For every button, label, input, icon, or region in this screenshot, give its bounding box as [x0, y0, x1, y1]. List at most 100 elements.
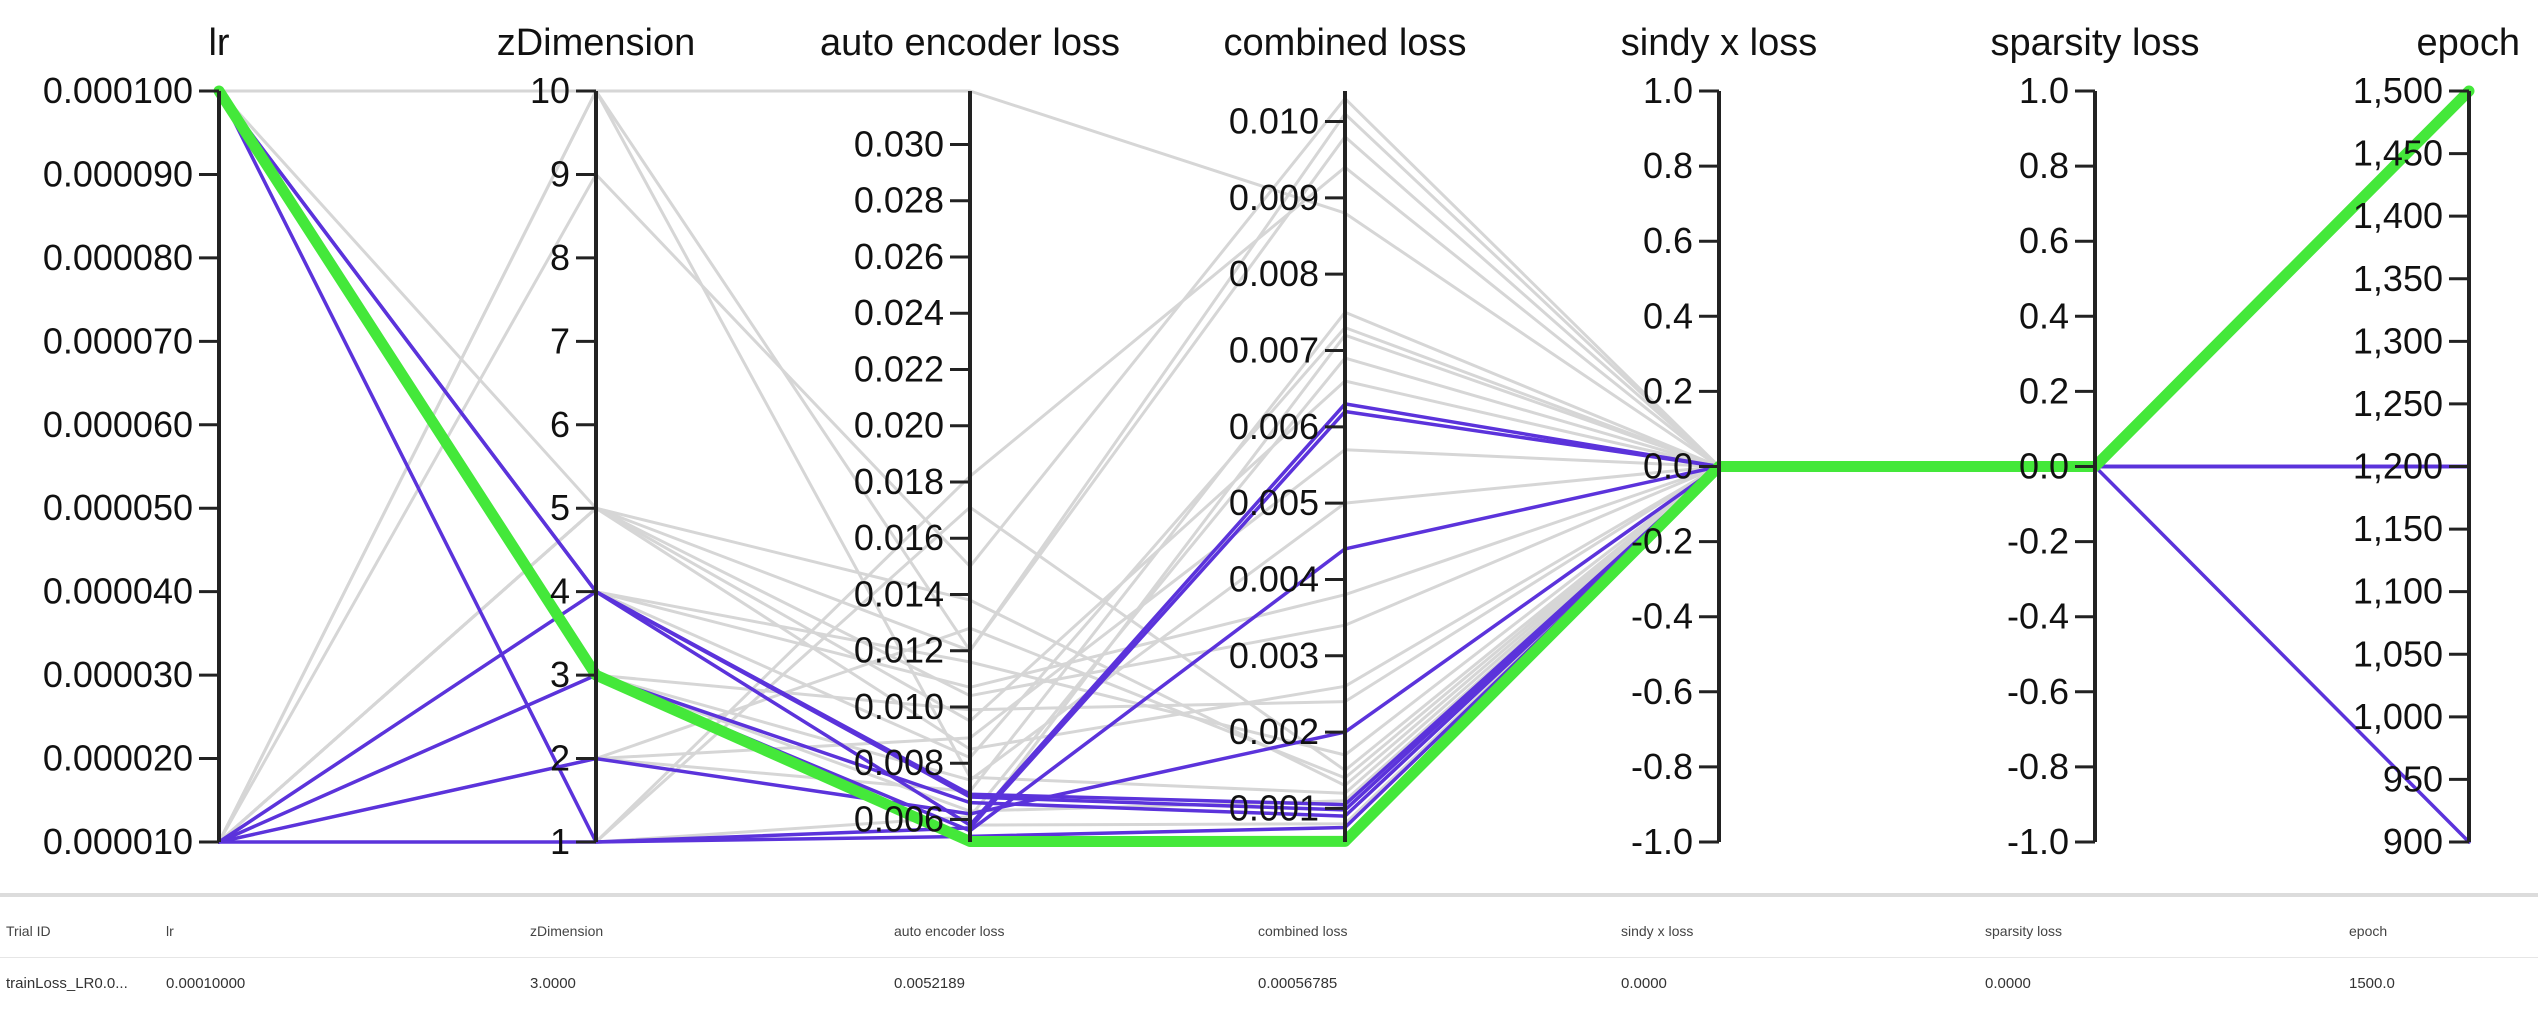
tick-label: 1,400	[2353, 195, 2443, 236]
tick-label: 0.005	[1229, 482, 1319, 523]
tick-label: 0.004	[1229, 558, 1319, 599]
cell-epoch: 1500.0	[2349, 975, 2395, 992]
tick-label: 1.0	[1643, 70, 1693, 111]
tick-label: 0.018	[854, 461, 944, 502]
tick-label: 2	[550, 738, 570, 779]
tick-label: 0.000030	[43, 654, 193, 695]
tick-label: 0.000080	[43, 237, 193, 278]
tick-label: 0.006	[1229, 406, 1319, 447]
tick-label: -0.8	[2007, 746, 2069, 787]
tick-label: 0.020	[854, 405, 944, 446]
tick-label: 0.014	[854, 573, 944, 614]
tick-label: 0.012	[854, 630, 944, 671]
table-row[interactable]: trainLoss_LR0.0... 0.00010000 3.0000 0.0…	[0, 958, 2538, 1010]
tick-label: 0.007	[1229, 329, 1319, 370]
tick-label: 1	[550, 821, 570, 862]
header-sindy-x-loss[interactable]: sindy x loss	[1621, 923, 1694, 939]
axes-group: 0.000010 0.000020 0.000030 0.000040 0.000050…	[43, 22, 2520, 862]
cell-trial-id: trainLoss_LR0.0...	[6, 975, 128, 992]
cell-combined-loss: 0.00056785	[1258, 975, 1338, 992]
axis-auto-encoder-loss[interactable]: 0.006 0.008 0.010 0.012 0.014 0.016 0.018 0.020…	[820, 22, 1120, 842]
tick-label: 0.024	[854, 292, 944, 333]
header-trial-id[interactable]: Trial ID	[6, 923, 51, 939]
tick-label: 1,000	[2353, 696, 2443, 737]
tick-label: 1,350	[2353, 258, 2443, 299]
panel-divider[interactable]	[0, 893, 2538, 897]
chart-svg: 0.000010 0.000020 0.000030 0.000040 0.000050…	[43, 22, 2520, 862]
tick-label: 1,200	[2353, 446, 2443, 487]
tick-label: 0.0	[1643, 446, 1693, 487]
tick-label: 0.8	[2019, 145, 2069, 186]
header-epoch[interactable]: epoch	[2349, 923, 2388, 939]
tick-label: 10	[530, 70, 570, 111]
tick-label: -1.0	[2007, 821, 2069, 862]
axis-title-sparsity-loss: sparsity loss	[1990, 22, 2199, 64]
axis-zdimension[interactable]: 1 2 3 4 5 6 7 8 9 10 zDimension	[497, 22, 696, 862]
header-combined-loss[interactable]: combined loss	[1258, 923, 1348, 939]
tick-label: -0.8	[1631, 746, 1693, 787]
tick-label: 1,150	[2353, 508, 2443, 549]
cell-auto-encoder-loss: 0.0052189	[894, 975, 965, 992]
tick-label: 0.026	[854, 236, 944, 277]
tick-label: 1,100	[2353, 571, 2443, 612]
axis-title-auto-encoder-loss: auto encoder loss	[820, 22, 1120, 64]
tick-label: 0.000100	[43, 70, 193, 111]
axis-combined-loss[interactable]: 0.001 0.002 0.003 0.004 0.005 0.006 0.007 0.008…	[1224, 22, 1467, 842]
tick-label: 0.000060	[43, 404, 193, 445]
tick-label: 5	[550, 487, 570, 528]
tick-label: 0.016	[854, 517, 944, 558]
tick-label: 0.000090	[43, 153, 193, 194]
tick-label: 0.6	[1643, 220, 1693, 261]
tick-label: 900	[2383, 821, 2443, 862]
header-zdimension[interactable]: zDimension	[530, 923, 604, 939]
tick-label: 8	[550, 237, 570, 278]
axis-sindy-x-loss[interactable]: -1.0 -0.8 -0.6 -0.4 -0.2 0.0 0.2 0.4 0.6 0.8 1.0 si…	[1621, 22, 1817, 862]
tick-label: 950	[2383, 758, 2443, 799]
tick-label: -0.6	[1631, 671, 1693, 712]
tick-label: 1,300	[2353, 320, 2443, 361]
axis-lr[interactable]: 0.000010 0.000020 0.000030 0.000040 0.000050…	[43, 22, 230, 862]
axis-title-zdimension: zDimension	[497, 22, 696, 64]
tick-label: 0.006	[854, 798, 944, 839]
axis-title-lr: lr	[208, 22, 229, 64]
tick-label: 9	[550, 153, 570, 194]
tick-label: 0.4	[1643, 295, 1693, 336]
axis-sparsity-loss[interactable]: -1.0 -0.8 -0.6 -0.4 -0.2 0.0 0.2 0.4 0.6 0.8 1.0 sp…	[1990, 22, 2199, 862]
tick-label: -0.6	[2007, 671, 2069, 712]
axis-title-combined-loss: combined loss	[1224, 22, 1467, 64]
tick-label: 6	[550, 404, 570, 445]
axis-epoch[interactable]: 900 950 1,000 1,050 1,100 1,150 1,200 1,250 1,30…	[2353, 22, 2520, 862]
axis-title-epoch: epoch	[2416, 22, 2520, 64]
tick-label: 1,050	[2353, 633, 2443, 674]
tick-label: 0.010	[854, 686, 944, 727]
parallel-coordinates-chart[interactable]: 0.000010 0.000020 0.000030 0.000040 0.000050…	[0, 0, 2538, 890]
tick-label: 0.2	[2019, 370, 2069, 411]
trials-table: Trial ID lr zDimension auto encoder loss…	[0, 905, 2538, 1016]
tick-label: -1.0	[1631, 821, 1693, 862]
header-sparsity-loss[interactable]: sparsity loss	[1985, 923, 2063, 939]
tick-label: 7	[550, 320, 570, 361]
tick-label: 0.008	[1229, 253, 1319, 294]
tick-label: 0.4	[2019, 295, 2069, 336]
cell-sindy-x-loss: 0.0000	[1621, 975, 1667, 992]
tick-label: -0.2	[1631, 521, 1693, 562]
tick-label: 1,250	[2353, 383, 2443, 424]
table-header-row: Trial ID lr zDimension auto encoder loss…	[0, 905, 2538, 958]
tick-label: 0.2	[1643, 370, 1693, 411]
tick-label: 0.001	[1229, 787, 1319, 828]
tick-label: 0.002	[1229, 711, 1319, 752]
tick-label: -0.2	[2007, 521, 2069, 562]
tick-label: 0.003	[1229, 635, 1319, 676]
header-lr[interactable]: lr	[166, 923, 174, 939]
tick-label: 4	[550, 571, 570, 612]
tick-label: 0.000040	[43, 571, 193, 612]
tick-label: 1,450	[2353, 133, 2443, 174]
cell-lr: 0.00010000	[166, 975, 246, 992]
tick-label: 1,500	[2353, 70, 2443, 111]
tick-label: -0.4	[1631, 596, 1693, 637]
tick-label: 3	[550, 654, 570, 695]
tick-label: 0.6	[2019, 220, 2069, 261]
cell-sparsity-loss: 0.0000	[1985, 975, 2031, 992]
header-auto-encoder-loss[interactable]: auto encoder loss	[894, 923, 1005, 939]
cell-zdimension: 3.0000	[530, 975, 576, 992]
